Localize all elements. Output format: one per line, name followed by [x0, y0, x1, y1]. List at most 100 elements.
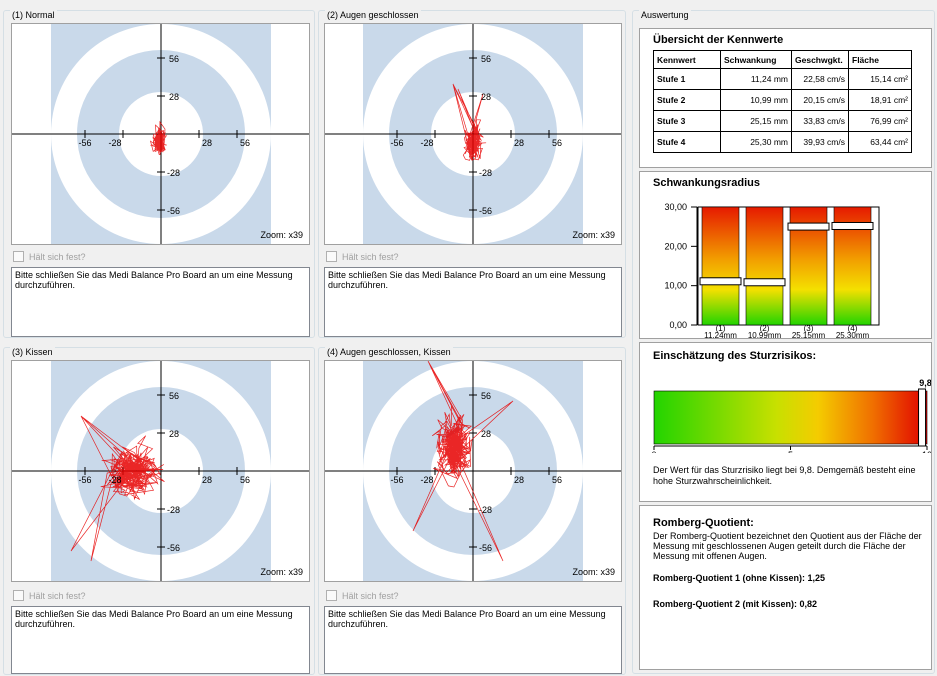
checkbox-box[interactable]: [13, 590, 24, 601]
table-cell: Stufe 4: [653, 131, 721, 153]
quadrant-4-group: (4) Augen geschlossen, Kissen -56 -28 28 56…: [318, 347, 626, 675]
y-tick-label: 20,00: [664, 241, 687, 251]
axis-tick-label: 28: [481, 92, 491, 102]
checkbox-label: Hält sich fest?: [342, 251, 399, 262]
quadrant-4-plot: -56 -28 28 56 56 28 -28 -56 Zoom: x39: [324, 360, 622, 582]
radius-box: Schwankungsradius 30,00 20,00 10,00 0,00 (1)…: [639, 171, 932, 339]
quadrant-3-holds-checkbox[interactable]: Hält sich fest?: [13, 590, 86, 601]
axis-tick-label: -28: [420, 475, 433, 485]
axis-tick-label: 28: [202, 138, 212, 148]
quadrant-2-holds-checkbox[interactable]: Hält sich fest?: [326, 251, 399, 262]
radius-value-marker: [743, 278, 786, 287]
axis-tick-label: 28: [169, 429, 179, 439]
quadrant-4-holds-checkbox[interactable]: Hält sich fest?: [326, 590, 399, 601]
quadrant-1-holds-checkbox[interactable]: Hält sich fest?: [13, 251, 86, 262]
risk-scale-label: 10: [922, 450, 931, 453]
radius-value-marker: [831, 221, 874, 230]
romberg-q1: Romberg-Quotient 1 (ohne Kissen): 1,25: [653, 573, 826, 583]
sturz-gauge: 9,8 0 5 10: [651, 378, 931, 453]
axis-tick-label: 56: [552, 138, 562, 148]
auswertung-title: Auswertung: [639, 10, 691, 21]
radius-value-marker: [699, 277, 742, 286]
table-header: Fläche: [848, 50, 912, 69]
quadrant-1-group: (1) Normal -56 -28 28 56 56 28 -28 -56 Zoom: x3…: [3, 10, 315, 338]
y-tick-label: 10,00: [664, 281, 687, 291]
table-cell: 25,15 mm: [720, 110, 792, 132]
table-cell: 63,44 cm²: [848, 131, 912, 153]
axis-tick-label: -56: [78, 475, 91, 485]
quadrant-1-zoom-label: Zoom: x39: [260, 230, 303, 240]
axis-tick-label: 56: [481, 391, 491, 401]
axis-tick-label: -56: [390, 475, 403, 485]
axis-tick-label: -56: [167, 543, 180, 553]
quadrant-3-title: (3) Kissen: [10, 347, 55, 358]
table-cell: 39,93 cm/s: [791, 131, 849, 153]
table-header: Geschwgkt.: [791, 50, 849, 69]
table-cell: 11,24 mm: [720, 68, 792, 90]
quadrant-4-zoom-label: Zoom: x39: [572, 567, 615, 577]
table-row: Stufe 1 11,24 mm 22,58 cm/s 15,14 cm²: [653, 68, 912, 90]
quadrant-3-plot: -56 -28 28 56 56 28 -28 -56 Zoom: x39: [11, 360, 310, 582]
radius-value-marker: [787, 222, 830, 231]
sway-plot-svg: -56 -28 28 56 56 28 -28 -56: [325, 361, 621, 581]
table-cell: Stufe 3: [653, 110, 721, 132]
romberg-box: Romberg-Quotient: Der Romberg-Quotient b…: [639, 505, 932, 670]
axis-tick-label: -56: [390, 138, 403, 148]
quadrant-3-message: Bitte schließen Sie das Medi Balance Pro…: [11, 606, 310, 674]
axis-tick-label: -28: [167, 168, 180, 178]
axis-tick-label: -56: [78, 138, 91, 148]
quadrant-2-message: Bitte schließen Sie das Medi Balance Pro…: [324, 267, 622, 337]
quadrant-2-plot: -56 -28 28 56 56 28 -28 -56 Zoom: x39: [324, 23, 622, 245]
axis-tick-label: 28: [169, 92, 179, 102]
risk-marker: [918, 388, 927, 447]
y-tick-label: 0,00: [669, 320, 687, 330]
axis-tick-label: -56: [479, 543, 492, 553]
table-cell: 10,99 mm: [720, 89, 792, 111]
bar-value-label: 10,99mm: [748, 331, 782, 338]
risk-gradient-bar: [653, 390, 928, 445]
auswertung-group: Auswertung Übersicht der Kennwerte Kennw…: [632, 10, 935, 674]
table-cell: 15,14 cm²: [848, 68, 912, 90]
quadrant-3-group: (3) Kissen -56 -28 28 56 56 28 -28 -56 Zoom: x3…: [3, 347, 315, 675]
romberg-text: Der Romberg-Quotient bezeichnet den Quot…: [653, 531, 922, 561]
table-cell: Stufe 2: [653, 89, 721, 111]
checkbox-box[interactable]: [326, 590, 337, 601]
checkbox-box[interactable]: [326, 251, 337, 262]
romberg-title: Romberg-Quotient:: [653, 517, 754, 529]
table-cell: 22,58 cm/s: [791, 68, 849, 90]
quadrant-1-title: (1) Normal: [10, 10, 57, 21]
axis-tick-label: 56: [169, 54, 179, 64]
sway-plot-svg: -56 -28 28 56 56 28 -28 -56: [325, 24, 621, 244]
bar-category-label: (3): [804, 324, 814, 333]
table-header-row: Kennwert Schwankung Geschwgkt. Fläche: [653, 50, 912, 69]
axis-tick-label: 56: [169, 391, 179, 401]
axis-tick-label: 56: [240, 138, 250, 148]
axis-tick-label: -28: [479, 505, 492, 515]
table-row: Stufe 2 10,99 mm 20,15 cm/s 18,91 cm²: [653, 89, 912, 111]
axis-tick-label: 28: [481, 429, 491, 439]
sway-plot-svg: -56 -28 28 56 56 28 -28 -56: [12, 24, 309, 244]
kennwerte-title: Übersicht der Kennwerte: [653, 34, 784, 46]
axis-tick-label: -28: [167, 505, 180, 515]
checkbox-box[interactable]: [13, 251, 24, 262]
y-tick-label: 30,00: [664, 202, 687, 212]
checkbox-label: Hält sich fest?: [29, 251, 86, 262]
quadrant-1-message: Bitte schließen Sie das Medi Balance Pro…: [11, 267, 310, 337]
table-cell: 33,83 cm/s: [791, 110, 849, 132]
sway-trace: [412, 361, 514, 562]
table-header: Kennwert: [653, 50, 721, 69]
bar-category-label: (1): [716, 324, 726, 333]
axis-tick-label: -56: [167, 206, 180, 216]
axis-tick-label: -28: [108, 475, 121, 485]
checkbox-label: Hält sich fest?: [342, 590, 399, 601]
table-cell: 25,30 mm: [720, 131, 792, 153]
bar-category-label: (4): [848, 324, 858, 333]
axis-tick-label: 28: [202, 475, 212, 485]
table-row: Stufe 3 25,15 mm 33,83 cm/s 76,99 cm²: [653, 110, 912, 132]
kennwerte-table: Kennwert Schwankung Geschwgkt. Fläche St…: [653, 50, 912, 153]
axis-tick-label: 28: [514, 138, 524, 148]
radius-bar: [745, 206, 784, 326]
table-header: Schwankung: [720, 50, 792, 69]
axis-tick-label: -28: [108, 138, 121, 148]
romberg-q2: Romberg-Quotient 2 (mit Kissen): 0,82: [653, 599, 818, 609]
